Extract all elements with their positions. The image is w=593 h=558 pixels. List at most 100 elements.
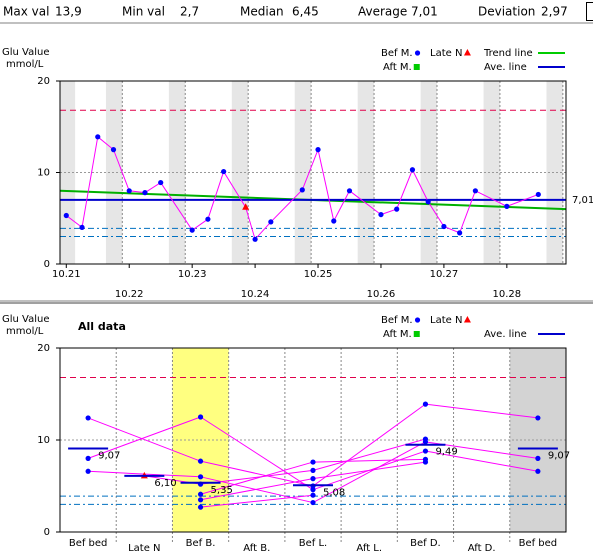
x-tick-label: 10.25	[304, 269, 333, 280]
stat-label: Max val	[3, 5, 49, 19]
legend-marker	[414, 50, 421, 56]
reading-point	[310, 476, 316, 482]
plot-frame	[59, 347, 567, 533]
average-label: 9,49	[435, 447, 457, 458]
reading-point	[422, 401, 429, 407]
reading-point	[504, 203, 510, 209]
reading-point	[85, 455, 91, 461]
shade-band	[231, 81, 249, 264]
y-tick-label: 0	[44, 527, 50, 538]
y-axis-label: Glu Value	[2, 47, 50, 58]
reading-point	[126, 188, 132, 194]
x-tick-label: 10.27	[430, 269, 459, 280]
legend-marker	[413, 64, 420, 70]
y-tick-label: 20	[37, 76, 50, 87]
reading-point	[63, 212, 69, 219]
reading-point	[310, 467, 316, 473]
legend-label: Bef M.	[381, 315, 413, 326]
reading-point	[197, 414, 204, 420]
reading-point	[205, 216, 211, 222]
legend-label: Late N	[430, 315, 462, 326]
day-link	[200, 461, 314, 495]
reading-point	[535, 191, 541, 198]
average-label: 7,01	[572, 195, 593, 206]
day-link	[200, 478, 314, 501]
reading-point	[409, 167, 416, 173]
reading-point	[85, 415, 91, 421]
day-link	[312, 458, 426, 463]
x-tick-label: 10.21	[52, 269, 81, 280]
legend-label: Aft M.	[383, 329, 412, 340]
reading-point	[315, 147, 321, 153]
reading-point	[197, 474, 204, 480]
x-tick-label: 10.26	[367, 289, 396, 300]
reading-point	[310, 492, 316, 498]
reading-point	[268, 219, 274, 225]
reading-point	[252, 236, 258, 242]
day-link	[425, 403, 538, 419]
reading-point	[425, 199, 431, 205]
reading-point	[85, 468, 91, 474]
x-tick-label: 10.24	[241, 289, 270, 300]
day-link	[200, 416, 314, 491]
reading-point	[331, 218, 337, 224]
reading-point	[441, 223, 447, 230]
stat-value: 6,45	[292, 5, 319, 19]
reading-point	[422, 459, 429, 465]
chart-title: All data	[78, 320, 126, 333]
reading-point	[535, 468, 541, 474]
plot-frame	[59, 80, 567, 265]
day-link	[312, 441, 426, 503]
reading-point	[95, 134, 101, 140]
reading-point	[110, 147, 117, 153]
reading-point	[221, 168, 227, 175]
reading-point	[189, 227, 195, 233]
reading-point	[197, 497, 204, 503]
x-tick-label: Aft D.	[468, 543, 496, 554]
average-label: 5,35	[211, 485, 233, 496]
legend-label: Ave. line	[484, 329, 527, 340]
window-edge	[586, 2, 593, 21]
reading-point	[535, 455, 541, 461]
reading-point	[197, 458, 204, 464]
reading-line	[65, 135, 539, 241]
day-link	[425, 450, 538, 472]
x-tick-label: Aft B.	[243, 543, 270, 554]
day-link	[312, 461, 426, 480]
stat-label: Deviation	[478, 5, 535, 19]
reading-point	[535, 415, 541, 421]
shade-band	[483, 81, 500, 264]
reading-point	[310, 499, 316, 506]
x-tick-label: Bef B.	[186, 538, 216, 549]
legend-marker	[413, 331, 420, 337]
x-tick-label: Bef bed	[69, 538, 108, 549]
y-tick-label: 10	[37, 435, 50, 446]
legend-label: Aft M.	[383, 62, 412, 73]
legend-marker	[414, 317, 421, 323]
stat-value: 2,7	[180, 5, 199, 19]
reading-point	[142, 190, 148, 196]
day-link	[200, 494, 314, 508]
x-tick-label: Aft L.	[356, 543, 382, 554]
y-tick-label: 20	[37, 343, 50, 354]
y-axis-unit: mmol/L	[6, 59, 44, 70]
shade-band	[105, 81, 123, 264]
average-label: 9,07	[98, 451, 120, 462]
x-tick-label: Late N	[128, 543, 160, 554]
reading-point	[197, 504, 204, 510]
legend-label: Bef M.	[381, 48, 413, 59]
average-label: 6,10	[154, 478, 176, 489]
day-link	[312, 403, 426, 487]
reading-point	[310, 487, 316, 493]
y-axis-label: Glu Value	[2, 314, 50, 325]
average-label: 5,08	[323, 487, 345, 498]
reading-point	[378, 211, 384, 218]
x-tick-label: 10.28	[493, 289, 522, 300]
reading-point	[472, 188, 478, 194]
reading-point	[457, 230, 463, 236]
x-tick-label: Bef L.	[299, 538, 327, 549]
x-tick-label: 10.23	[178, 269, 207, 280]
stat-value: 13,9	[55, 5, 82, 19]
x-tick-label: Bef bed	[519, 538, 558, 549]
